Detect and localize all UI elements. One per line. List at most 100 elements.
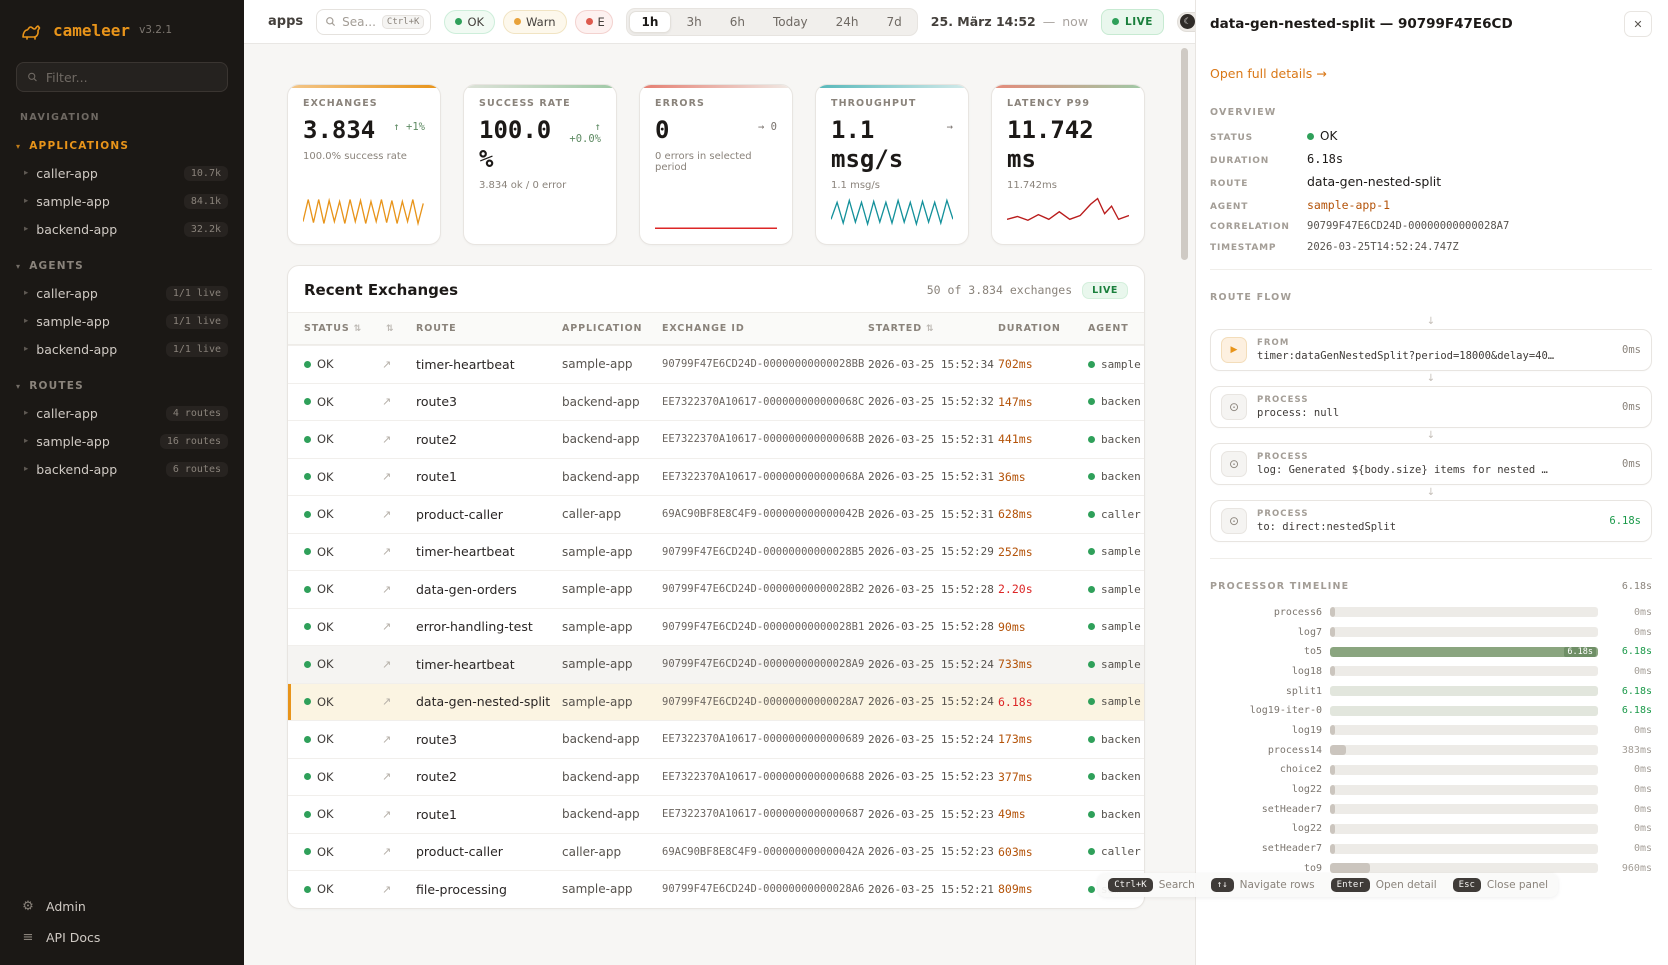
open-exchange-icon[interactable]: ↗ (382, 357, 392, 371)
open-exchange-icon[interactable]: ↗ (382, 582, 392, 596)
timeline-row[interactable]: process6 0ms (1210, 603, 1652, 623)
status-filter-chip[interactable]: Warn (503, 9, 567, 34)
vertical-scrollbar-thumb[interactable] (1181, 48, 1188, 260)
col-started[interactable]: STARTED ⇅ (868, 323, 935, 334)
exchange-row[interactable]: OK ↗ product-caller caller-app 69AC90BF8… (288, 832, 1144, 871)
status-cell: OK (304, 732, 382, 746)
timeline-row[interactable]: to9 960ms (1210, 858, 1652, 878)
open-exchange-icon[interactable]: ↗ (382, 807, 392, 821)
sidebar-item-api-docs[interactable]: ≡ API Docs (0, 922, 244, 953)
timeline-row[interactable]: setHeader7 0ms (1210, 839, 1652, 859)
open-exchange-icon[interactable]: ↗ (382, 620, 392, 634)
date-range-picker[interactable]: 25. März 14:52 — now (931, 14, 1088, 29)
exchange-row[interactable]: OK ↗ data-gen-nested-split sample-app 90… (288, 682, 1144, 720)
timeline-row[interactable]: log22 0ms (1210, 819, 1652, 839)
timeline-bar (1330, 784, 1336, 795)
sidebar-item-agent[interactable]: ▸ sample-app 1/1 live (0, 307, 244, 335)
timeline-row[interactable]: log19 0ms (1210, 721, 1652, 741)
stat-value: 100.0% (479, 116, 552, 173)
open-exchange-icon[interactable]: ↗ (382, 732, 392, 746)
exchange-table-body: OK ↗ timer-heartbeat sample-app 90799F47… (288, 345, 1144, 908)
sidebar-item-admin[interactable]: ⚙ Admin (0, 891, 244, 922)
application-cell: caller-app (562, 507, 622, 522)
agent-value[interactable]: sample-app-1 (1307, 197, 1391, 212)
sidebar-item-route[interactable]: ▸ sample-app 16 routes (0, 427, 244, 455)
exchange-row[interactable]: OK ↗ route1 backend-app EE7322370A10617-… (288, 795, 1144, 833)
exchange-row[interactable]: OK ↗ route1 backend-app EE7322370A10617-… (288, 457, 1144, 496)
sidebar-item-agent[interactable]: ▸ caller-app 1/1 live (0, 279, 244, 307)
open-exchange-icon[interactable]: ↗ (382, 695, 392, 709)
open-exchange-icon[interactable]: ↗ (382, 657, 392, 671)
open-exchange-icon[interactable]: ↗ (382, 432, 392, 446)
exchange-row[interactable]: OK ↗ route2 backend-app EE7322370A10617-… (288, 757, 1144, 796)
col-duration[interactable]: DURATION (998, 323, 1061, 334)
sidebar-filter[interactable] (16, 62, 228, 92)
open-full-details-link[interactable]: Open full details → (1210, 66, 1327, 81)
status-filter-chip[interactable]: E (574, 9, 613, 34)
time-range-button[interactable]: 1h (628, 10, 672, 33)
col-action[interactable]: ⇅ (382, 323, 416, 334)
open-exchange-icon[interactable]: ↗ (382, 545, 392, 559)
timeline-row[interactable]: choice2 0ms (1210, 760, 1652, 780)
col-exchange-id[interactable]: EXCHANGE ID (662, 323, 745, 334)
flow-step-card[interactable]: ▶ FROM timer:dataGenNestedSplit?period=1… (1210, 328, 1652, 371)
time-range-button[interactable]: Today (772, 14, 808, 29)
timeline-row[interactable]: to5 6.18s 6.18s (1210, 642, 1652, 662)
time-range-button[interactable]: 24h (835, 14, 859, 29)
open-exchange-icon[interactable]: ↗ (382, 882, 392, 896)
live-indicator[interactable]: LIVE (1101, 8, 1164, 35)
col-route[interactable]: ROUTE (416, 323, 457, 334)
section-header-applications[interactable]: ▾ APPLICATIONS (0, 135, 244, 159)
status-cell: OK (304, 470, 382, 484)
exchange-row[interactable]: OK ↗ route3 backend-app EE7322370A10617-… (288, 720, 1144, 758)
exchange-row[interactable]: OK ↗ data-gen-orders sample-app 90799F47… (288, 570, 1144, 608)
sidebar-item-route[interactable]: ▸ caller-app 4 routes (0, 399, 244, 427)
open-exchange-icon[interactable]: ↗ (382, 470, 392, 484)
time-range-button[interactable]: 3h (686, 14, 702, 29)
exchange-row[interactable]: OK ↗ timer-heartbeat sample-app 90799F47… (288, 532, 1144, 571)
open-exchange-icon[interactable]: ↗ (382, 395, 392, 409)
open-exchange-icon[interactable]: ↗ (382, 770, 392, 784)
exchange-row[interactable]: OK ↗ error-handling-test sample-app 9079… (288, 607, 1144, 646)
section-header-agents[interactable]: ▾ AGENTS (0, 255, 244, 279)
context-switcher[interactable]: apps (268, 14, 304, 29)
flow-step-card[interactable]: ⊙ PROCESS process: null 0ms (1210, 385, 1652, 428)
status-filter-chip[interactable]: OK (444, 9, 496, 34)
sidebar-item-agent[interactable]: ▸ backend-app 1/1 live (0, 335, 244, 363)
filter-input[interactable] (45, 69, 217, 85)
exchange-row[interactable]: OK ↗ file-processing sample-app 90799F47… (288, 870, 1144, 908)
sidebar-item-application[interactable]: ▸ caller-app 10.7k (0, 159, 244, 187)
time-range-button[interactable]: 7d (886, 14, 902, 29)
agent-live-dot (1088, 510, 1095, 518)
timeline-row[interactable]: process14 383ms (1210, 740, 1652, 760)
timeline-row[interactable]: log22 0ms (1210, 780, 1652, 800)
chevron-right-icon: ▸ (24, 288, 29, 298)
flow-step-card[interactable]: ⊙ PROCESS to: direct:nestedSplit 6.18s (1210, 499, 1652, 542)
timeline-row[interactable]: setHeader7 0ms (1210, 799, 1652, 819)
sidebar-item-route[interactable]: ▸ backend-app 6 routes (0, 455, 244, 483)
flow-step-card[interactable]: ⊙ PROCESS log: Generated ${body.size} it… (1210, 442, 1652, 485)
col-agent[interactable]: AGENT (1088, 323, 1129, 334)
exchange-row[interactable]: OK ↗ route3 backend-app EE7322370A10617-… (288, 382, 1144, 421)
exchange-row[interactable]: OK ↗ timer-heartbeat sample-app 90799F47… (288, 645, 1144, 683)
field-label: TIMESTAMP (1210, 242, 1277, 253)
col-application[interactable]: APPLICATION (562, 323, 643, 334)
timeline-row[interactable]: log19-iter-0 6.18s (1210, 701, 1652, 721)
timeline-row[interactable]: split1 6.18s (1210, 681, 1652, 701)
timeline-row[interactable]: log18 0ms (1210, 662, 1652, 682)
col-status[interactable]: STATUS ⇅ (304, 323, 363, 334)
global-search[interactable]: Sea... Ctrl+K (316, 8, 432, 35)
chevron-right-icon: ▸ (24, 316, 29, 326)
exchange-row[interactable]: OK ↗ product-caller caller-app 69AC90BF8… (288, 495, 1144, 533)
sidebar-item-application[interactable]: ▸ backend-app 32.2k (0, 215, 244, 243)
section-header-routes[interactable]: ▾ ROUTES (0, 375, 244, 399)
open-exchange-icon[interactable]: ↗ (382, 845, 392, 859)
open-exchange-icon[interactable]: ↗ (382, 507, 392, 521)
exchange-row[interactable]: OK ↗ timer-heartbeat sample-app 90799F47… (288, 345, 1144, 383)
close-icon[interactable]: ✕ (1624, 11, 1652, 37)
exchange-row[interactable]: OK ↗ route2 backend-app EE7322370A10617-… (288, 420, 1144, 458)
flow-arrow-down-icon: ↓ (1426, 486, 1436, 498)
time-range-button[interactable]: 6h (729, 14, 745, 29)
sidebar-item-application[interactable]: ▸ sample-app 84.1k (0, 187, 244, 215)
timeline-row[interactable]: log7 0ms (1210, 622, 1652, 642)
